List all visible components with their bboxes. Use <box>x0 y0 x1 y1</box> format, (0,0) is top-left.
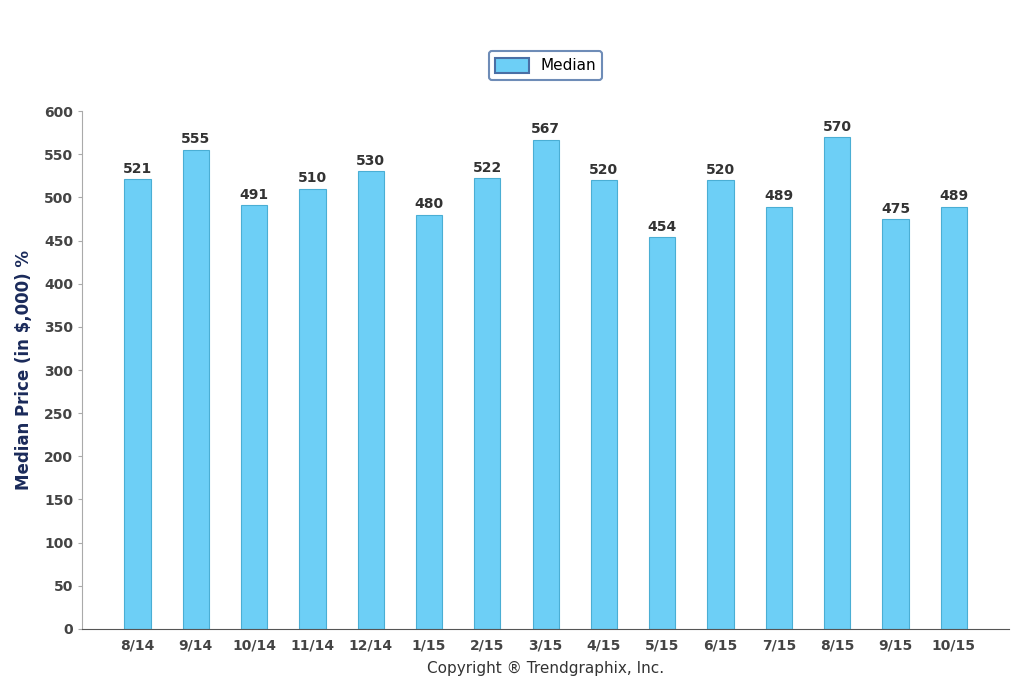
Text: 520: 520 <box>706 162 735 177</box>
Bar <box>649 237 676 629</box>
X-axis label: Copyright ® Trendgraphix, Inc.: Copyright ® Trendgraphix, Inc. <box>427 661 665 676</box>
Bar <box>941 207 967 629</box>
Bar <box>532 140 559 629</box>
Bar <box>824 137 850 629</box>
Bar <box>182 150 209 629</box>
Bar <box>124 179 151 629</box>
Bar <box>883 219 908 629</box>
Legend: Median: Median <box>488 51 602 79</box>
Text: 489: 489 <box>764 189 794 203</box>
Text: 520: 520 <box>590 162 618 177</box>
Text: 570: 570 <box>822 120 852 133</box>
Text: 530: 530 <box>356 154 385 168</box>
Y-axis label: Median Price (in $,000) %: Median Price (in $,000) % <box>15 250 33 490</box>
Text: 480: 480 <box>415 197 443 211</box>
Bar <box>591 180 617 629</box>
Text: 454: 454 <box>647 220 677 234</box>
Bar <box>708 180 733 629</box>
Text: 521: 521 <box>123 162 153 176</box>
Text: 510: 510 <box>298 171 327 185</box>
Bar <box>416 215 442 629</box>
Text: 491: 491 <box>240 188 268 202</box>
Text: 489: 489 <box>939 189 969 203</box>
Text: 567: 567 <box>531 122 560 136</box>
Bar <box>357 171 384 629</box>
Text: 522: 522 <box>473 161 502 175</box>
Text: 555: 555 <box>181 133 211 146</box>
Bar <box>241 205 267 629</box>
Bar <box>474 178 501 629</box>
Bar <box>299 189 326 629</box>
Text: 475: 475 <box>881 202 910 216</box>
Bar <box>766 207 792 629</box>
